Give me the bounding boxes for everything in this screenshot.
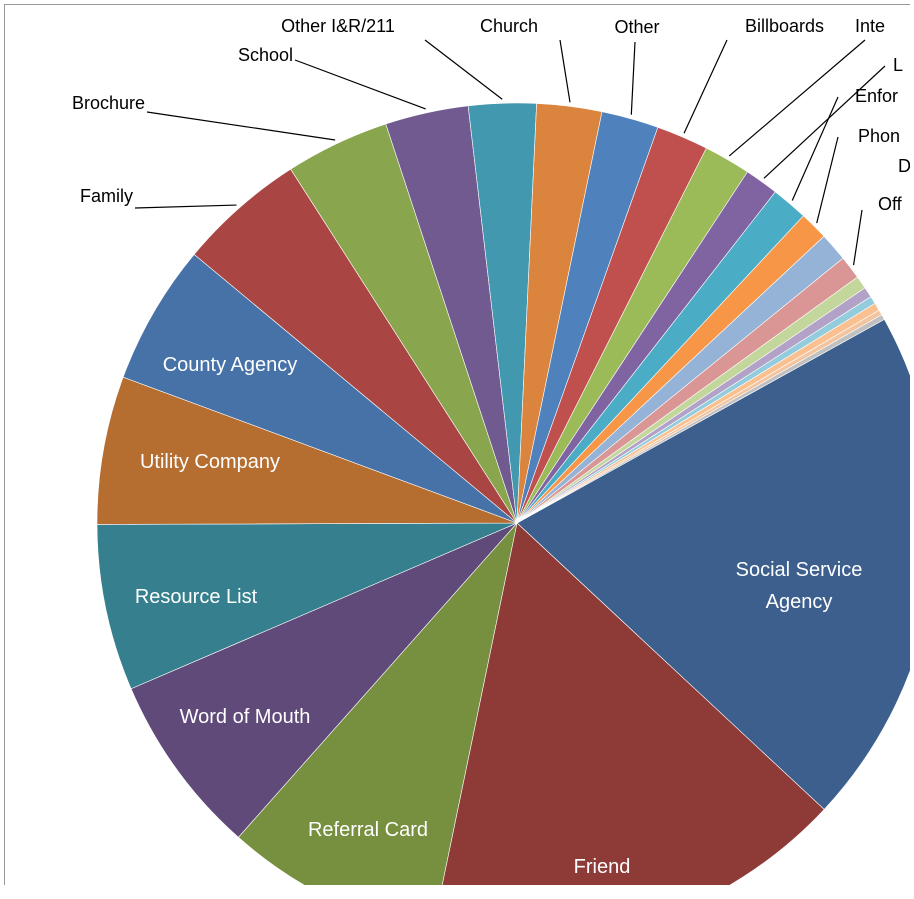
leader-line <box>763 65 886 179</box>
slice-label: Other I&R/211 <box>281 16 395 36</box>
pie-slice <box>122 253 518 524</box>
slice-label: Resource List <box>134 586 258 608</box>
pie-slice <box>96 376 518 525</box>
slice-label: D <box>898 156 911 176</box>
pie-slice <box>96 522 518 690</box>
pie-slice <box>516 318 910 810</box>
leader-line <box>559 39 571 103</box>
slice-label: Inte <box>855 16 885 36</box>
slice-label: Church <box>480 16 538 36</box>
slice-label: Friend <box>573 856 631 878</box>
leader-line <box>134 204 237 209</box>
slice-label: Family <box>80 186 133 206</box>
labels: Family Brochure School Other I&R/211 Church O… <box>72 16 911 266</box>
slice-label: School <box>238 45 293 65</box>
leader-line <box>852 209 863 266</box>
slice-label: Brochure <box>72 93 145 113</box>
slice-label: L <box>893 55 903 75</box>
slice-label: Word of Mouth <box>179 706 311 728</box>
slice-label: Enfor <box>855 86 898 106</box>
pie <box>96 102 910 885</box>
leader-line <box>683 39 728 134</box>
leader-line <box>816 136 839 224</box>
slice-label: Billboards <box>745 16 824 36</box>
leader-line <box>728 39 866 157</box>
leader-line <box>146 111 336 141</box>
slice-label: Other <box>614 17 659 37</box>
slice-label: County Agency <box>162 354 298 376</box>
slice-label: Referral Card <box>307 819 429 841</box>
slice-label: Utility Company <box>139 451 281 473</box>
leader-line <box>630 41 636 115</box>
pie-slice <box>516 314 885 524</box>
pie-slice <box>441 522 825 885</box>
slice-label: Phon <box>858 126 900 146</box>
chart-border <box>4 4 910 885</box>
pie-slice <box>237 521 518 885</box>
pie-slice <box>130 522 518 838</box>
leader-line <box>424 39 503 100</box>
leader-line <box>294 59 426 110</box>
slice-label: Social Service Agency <box>735 559 863 613</box>
leader-line <box>791 96 839 201</box>
slice-label: Off <box>878 194 903 214</box>
